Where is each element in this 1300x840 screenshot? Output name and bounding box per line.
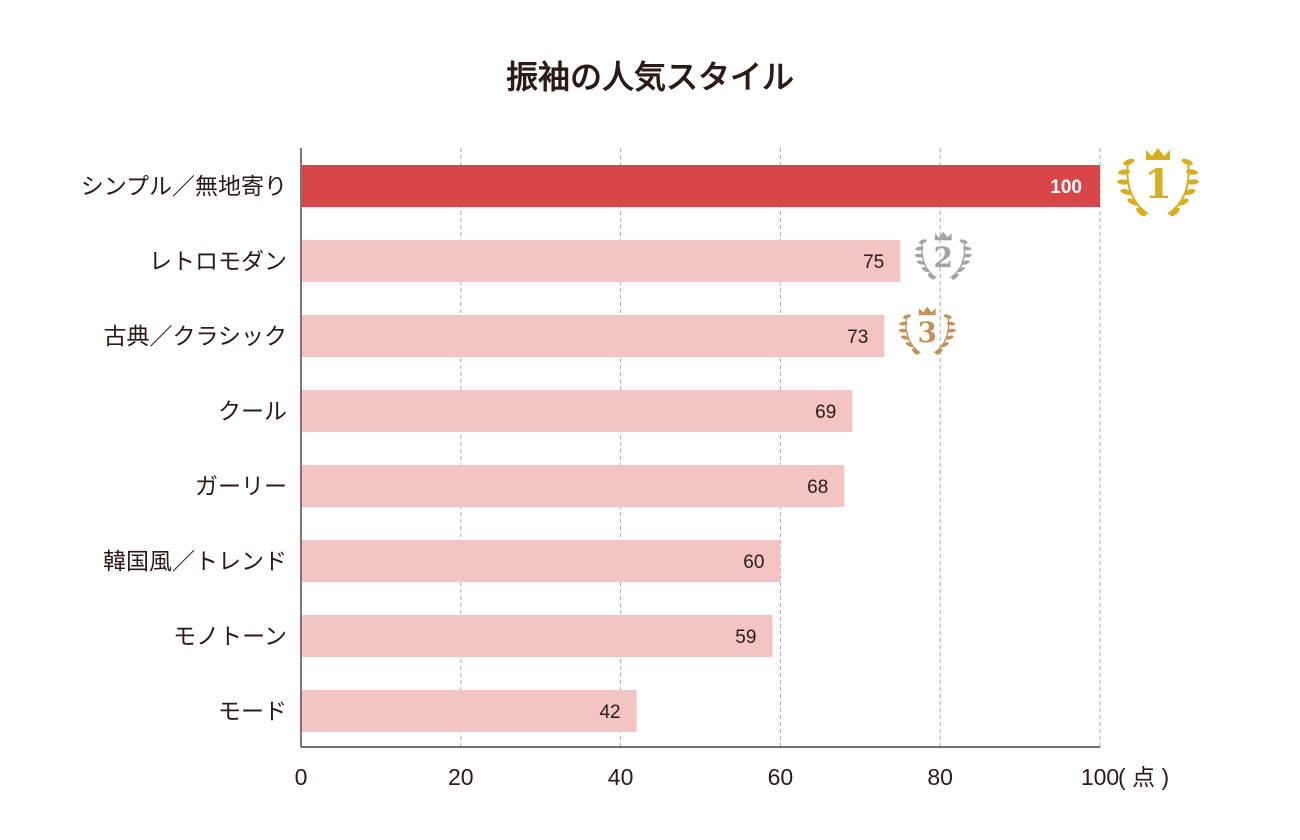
data-label: 42 [599, 702, 620, 723]
category-label: 韓国風／トレンド [103, 549, 287, 575]
bar [302, 240, 901, 282]
rank-number: 2 [934, 241, 953, 274]
data-label: 69 [815, 402, 836, 423]
data-label: 73 [847, 327, 868, 348]
bar [302, 465, 845, 507]
data-label: 100 [1050, 177, 1082, 198]
bar [302, 315, 885, 357]
category-label: ガーリー [195, 474, 287, 500]
category-label: モード [218, 699, 287, 725]
x-tick-label: 40 [608, 764, 634, 790]
category-label: モノトーン [173, 624, 287, 650]
rank-1-laurel-icon: 1 [1117, 148, 1199, 217]
rank-number: 3 [918, 316, 937, 349]
x-tick-label: 80 [927, 764, 953, 790]
crown-icon [918, 306, 936, 316]
rank-number: 1 [1144, 161, 1172, 208]
data-label: 59 [735, 627, 756, 648]
x-tick-label: 0 [295, 764, 308, 790]
rank-2-laurel-icon: 2 [914, 231, 972, 280]
category-label: シンプル／無地寄り [81, 174, 287, 200]
crown-icon [1146, 148, 1170, 160]
rank-3-laurel-icon: 3 [898, 306, 956, 355]
data-label: 68 [807, 477, 828, 498]
x-tick-label: 60 [768, 764, 794, 790]
x-unit-label: ( 点 ) [1118, 764, 1169, 790]
bar [302, 690, 637, 732]
bar [302, 615, 773, 657]
chart-title: 振袖の人気スタイル [506, 58, 794, 96]
x-tick-label: 100 [1081, 764, 1119, 790]
x-tick-label: 20 [448, 764, 474, 790]
category-label: レトロモダン [149, 249, 287, 275]
category-label: 古典／クラシック [103, 324, 287, 350]
bar [302, 390, 853, 432]
crown-icon [934, 231, 952, 241]
category-label: クール [218, 399, 287, 425]
data-label: 60 [743, 552, 764, 573]
bar [302, 165, 1100, 207]
data-label: 75 [863, 252, 884, 273]
bar [302, 540, 781, 582]
